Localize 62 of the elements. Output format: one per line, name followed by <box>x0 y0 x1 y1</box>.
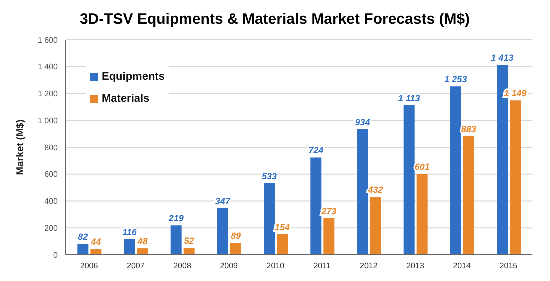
data-label: 273 <box>320 206 337 216</box>
y-tick-label: 1 000 <box>38 116 59 126</box>
x-tick-label: 2009 <box>220 262 239 271</box>
x-tick-label: 2014 <box>453 262 472 271</box>
data-label: 347 <box>215 196 232 206</box>
bar <box>416 174 428 255</box>
x-tick-label: 2010 <box>266 262 286 271</box>
y-tick-label: 1 600 <box>38 36 59 45</box>
data-label: 219 <box>168 214 184 224</box>
legend-label: Equipments <box>102 70 165 85</box>
data-label: 724 <box>308 146 324 156</box>
bar <box>78 244 89 255</box>
bar <box>137 248 148 255</box>
bar <box>404 105 415 255</box>
data-label: 116 <box>122 227 138 238</box>
y-tick-label: 600 <box>44 170 59 180</box>
y-tick-label: 0 <box>54 250 59 260</box>
data-label: 89 <box>230 231 241 242</box>
x-tick-label: 2007 <box>127 262 146 271</box>
bar <box>324 218 335 255</box>
data-label: 601 <box>414 162 430 172</box>
bar <box>230 243 242 255</box>
data-label: 154 <box>275 222 290 232</box>
x-tick-label: 2006 <box>80 262 99 271</box>
data-label: 934 <box>355 117 370 128</box>
data-label: 48 <box>136 236 148 247</box>
data-label: 432 <box>367 184 384 195</box>
bar <box>357 129 368 255</box>
bar <box>170 226 182 255</box>
bar <box>510 100 522 255</box>
x-tick-label: 2015 <box>500 262 518 271</box>
y-tick-label: 800 <box>44 143 59 152</box>
bar <box>310 158 322 255</box>
y-tick-label: 400 <box>44 197 59 206</box>
bar <box>217 208 228 255</box>
bar <box>184 248 195 255</box>
bar <box>497 65 508 255</box>
x-tick-label: 2012 <box>360 262 378 271</box>
data-label: 1 413 <box>491 53 514 64</box>
x-tick-label: 2011 <box>314 262 332 271</box>
y-axis-title: Market (M$) <box>16 120 27 176</box>
x-tick-label: 2008 <box>174 262 192 271</box>
y-tick-label: 200 <box>44 224 59 233</box>
data-label: 44 <box>90 237 102 248</box>
data-label: 883 <box>461 124 476 134</box>
x-tick-label: 2013 <box>406 262 425 271</box>
data-label: 52 <box>184 236 194 246</box>
data-label: 533 <box>262 171 278 182</box>
y-tick-label: 1 200 <box>38 90 59 99</box>
bar <box>264 183 276 255</box>
bar <box>370 196 382 255</box>
data-label: 82 <box>78 232 88 242</box>
bar <box>450 86 462 255</box>
bar <box>463 136 474 255</box>
y-tick-label: 1 400 <box>38 62 59 72</box>
bar <box>277 234 288 255</box>
data-label: 1 253 <box>444 74 468 85</box>
chart-title: 3D-TSV Equipments & Materials Market Forecasts (M$) <box>78 10 472 30</box>
bar <box>124 239 136 255</box>
data-label: 1 113 <box>398 93 420 104</box>
legend-label: Materials <box>102 92 150 107</box>
bar <box>90 249 102 255</box>
